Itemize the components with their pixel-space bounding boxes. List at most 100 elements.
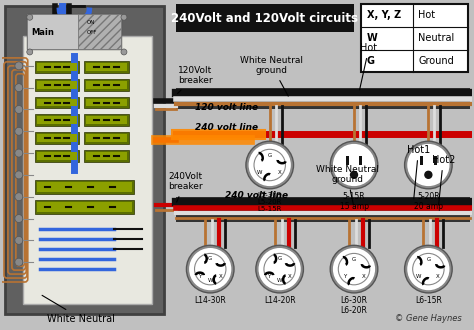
Circle shape (246, 141, 293, 189)
Text: W: W (416, 274, 421, 279)
Text: X: X (362, 274, 366, 279)
Bar (35, 79, 79, 91)
Text: 120Volt
breaker: 120Volt breaker (177, 66, 213, 94)
Circle shape (188, 247, 232, 291)
Bar (36, 152, 77, 160)
Text: Hot: Hot (419, 10, 436, 20)
Bar (84, 115, 129, 126)
Text: 120 volt line: 120 volt line (195, 104, 258, 113)
Bar (36, 81, 77, 89)
Bar (175, 88, 470, 110)
Bar (359, 156, 363, 165)
Bar (84, 132, 129, 144)
Bar (36, 99, 77, 107)
Text: Hot2: Hot2 (431, 155, 455, 205)
Circle shape (15, 84, 23, 92)
Bar (36, 202, 132, 212)
Text: G: G (352, 257, 356, 262)
Text: W: W (277, 278, 283, 283)
Bar (36, 63, 77, 71)
Bar (36, 116, 77, 124)
Text: X: X (278, 170, 282, 175)
Bar (86, 134, 127, 142)
Circle shape (15, 193, 23, 201)
Text: G: G (277, 256, 282, 261)
Text: © Gene Haynes: © Gene Haynes (395, 314, 462, 323)
Text: Neutral: Neutral (419, 33, 455, 43)
Text: W: W (208, 278, 213, 283)
Bar (27, 14, 121, 49)
Text: L5-30R
L5-20R
L5-15R: L5-30R L5-20R L5-15R (257, 192, 282, 212)
Bar (36, 182, 132, 192)
Bar (35, 97, 79, 109)
Text: Y: Y (267, 274, 271, 279)
Text: Hot: Hot (360, 43, 377, 90)
Bar (35, 200, 134, 214)
Circle shape (15, 236, 23, 244)
Circle shape (330, 245, 378, 293)
Bar (84, 97, 129, 109)
Text: Main: Main (31, 28, 54, 37)
Circle shape (425, 171, 432, 178)
Bar (175, 197, 470, 221)
Text: L14-20R: L14-20R (264, 296, 295, 305)
Bar (86, 63, 127, 71)
Circle shape (15, 171, 23, 179)
Circle shape (27, 49, 33, 55)
Text: 240 volt line: 240 volt line (195, 123, 258, 132)
Bar (78, 14, 121, 49)
Bar (420, 156, 423, 165)
Text: L6-30R
L6-20R: L6-30R L6-20R (340, 296, 367, 315)
Circle shape (27, 14, 33, 20)
Text: OFF: OFF (86, 30, 97, 35)
Circle shape (330, 141, 378, 189)
Text: W: W (367, 33, 378, 43)
Text: ON: ON (86, 20, 95, 25)
Text: X: X (437, 274, 440, 279)
Text: W: W (257, 170, 263, 175)
Bar (84, 79, 129, 91)
Bar (84, 61, 129, 73)
Text: 240 volt line: 240 volt line (225, 191, 288, 200)
Circle shape (15, 258, 23, 266)
Bar (35, 180, 134, 194)
Text: Y: Y (198, 274, 201, 279)
Bar (35, 115, 79, 126)
Text: 5-15R
15 amp: 5-15R 15 amp (339, 192, 368, 211)
Circle shape (186, 245, 234, 293)
Circle shape (15, 149, 23, 157)
Text: White Neutral
ground: White Neutral ground (316, 165, 379, 205)
Circle shape (121, 14, 127, 20)
Bar (84, 150, 129, 162)
Circle shape (15, 62, 23, 70)
Text: L6-15R: L6-15R (415, 296, 442, 305)
Text: 5-20R
20 amp: 5-20R 20 amp (414, 192, 443, 211)
Bar (36, 134, 77, 142)
Bar (27, 14, 78, 49)
Circle shape (405, 245, 452, 293)
Bar (434, 156, 437, 165)
Text: X, Y, Z: X, Y, Z (367, 10, 401, 20)
Circle shape (351, 171, 357, 178)
Text: White Neutral
ground: White Neutral ground (240, 56, 303, 96)
Text: G: G (208, 256, 212, 261)
Text: G: G (426, 257, 430, 262)
Bar (35, 150, 79, 162)
Bar (86, 99, 127, 107)
Bar (86, 81, 127, 89)
Circle shape (248, 143, 292, 187)
Circle shape (332, 247, 376, 291)
Circle shape (407, 143, 450, 187)
Bar (23, 36, 152, 304)
Bar (361, 4, 468, 72)
Bar (346, 156, 348, 165)
Text: L14-30R: L14-30R (194, 296, 226, 305)
Circle shape (407, 247, 450, 291)
Text: 240Volt
breaker: 240Volt breaker (168, 172, 203, 202)
Text: 240Volt and 120Volt circuits: 240Volt and 120Volt circuits (171, 12, 358, 25)
Bar (86, 152, 127, 160)
Circle shape (256, 245, 303, 293)
Text: X: X (219, 274, 223, 279)
Text: White Neutral: White Neutral (42, 295, 115, 324)
Text: Y: Y (343, 274, 346, 279)
